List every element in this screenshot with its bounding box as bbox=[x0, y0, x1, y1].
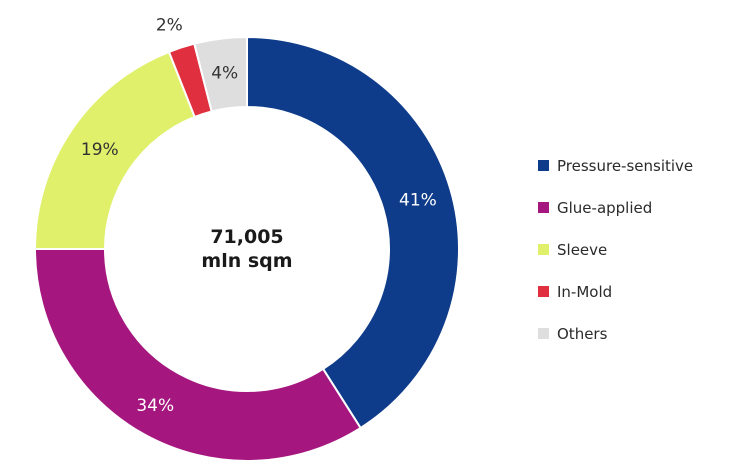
legend-label-in-mold: In-Mold bbox=[557, 283, 612, 301]
slice-others bbox=[193, 35, 248, 113]
center-total-unit: mln sqm bbox=[201, 250, 292, 272]
slice-label-in-mold: 2% bbox=[156, 15, 183, 35]
legend-label-others: Others bbox=[557, 325, 608, 343]
legend-label-glue-applied: Glue-applied bbox=[557, 199, 652, 217]
slice-label-sleeve: 19% bbox=[81, 140, 119, 160]
legend-swatch-sleeve bbox=[538, 244, 549, 255]
legend-swatch-in-mold bbox=[538, 286, 549, 297]
legend-swatch-pressure-sensitive bbox=[538, 160, 549, 171]
slice-label-glue-applied: 34% bbox=[136, 396, 174, 416]
legend-swatch-others bbox=[538, 328, 549, 339]
center-total-value: 71,005 bbox=[210, 226, 283, 248]
slice-pressure-sensitive bbox=[246, 35, 460, 430]
slice-label-pressure-sensitive: 41% bbox=[399, 190, 437, 210]
legend: Pressure-sensitive Glue-applied Sleeve In-M… bbox=[538, 157, 693, 343]
slice-label-others: 4% bbox=[211, 63, 238, 83]
legend-label-pressure-sensitive: Pressure-sensitive bbox=[557, 157, 693, 175]
slice-glue-applied bbox=[33, 248, 362, 462]
slice-labels-group: 41% 34% 19% 2% 4% bbox=[81, 15, 437, 416]
slices-group bbox=[33, 35, 460, 462]
legend-label-sleeve: Sleeve bbox=[557, 241, 607, 259]
legend-swatch-glue-applied bbox=[538, 202, 549, 213]
